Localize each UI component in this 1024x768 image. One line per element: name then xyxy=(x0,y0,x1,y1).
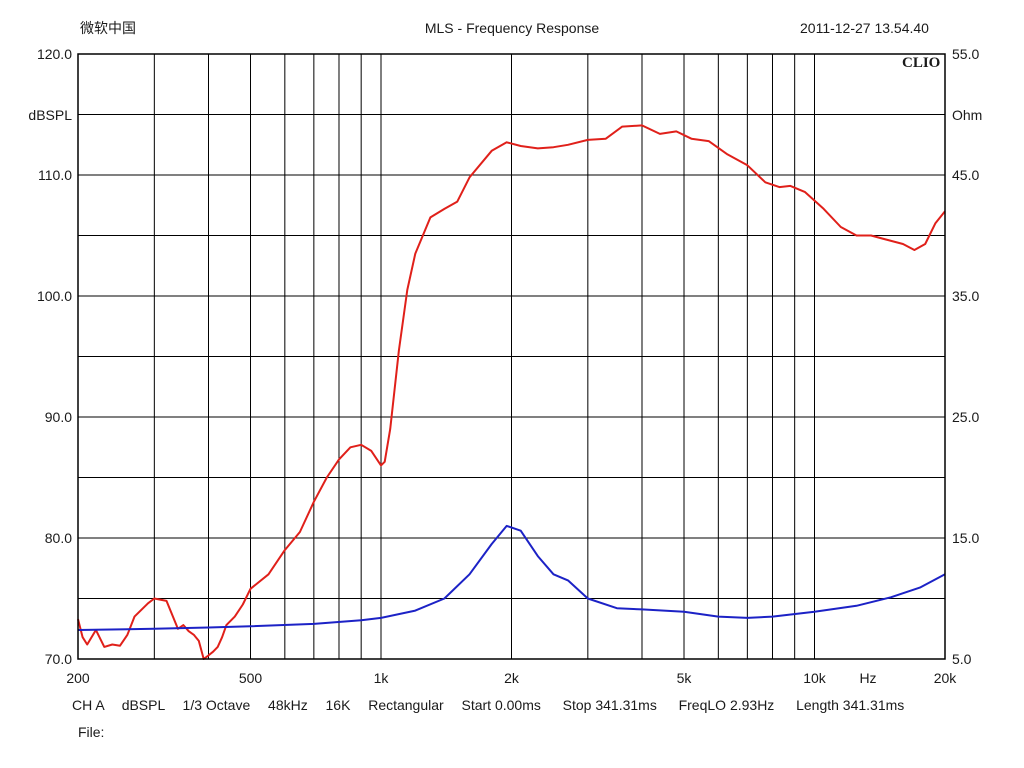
y-left-tick-label: 110.0 xyxy=(38,167,72,183)
x-tick-label: 20k xyxy=(933,670,957,686)
timestamp: 2011-12-27 13.54.40 xyxy=(800,20,929,36)
grid-lines xyxy=(78,54,945,659)
y-left-tick-label: 120.0 xyxy=(36,46,72,62)
x-unit-label: Hz xyxy=(859,670,877,686)
y-right-tick-label: 45.0 xyxy=(952,167,980,183)
x-tick-label: 5k xyxy=(676,670,692,686)
y-left-axis-label: dBSPL xyxy=(28,106,72,123)
brand-logo: CLIO xyxy=(902,55,941,71)
series-lines xyxy=(77,124,946,660)
footer-sample-rate: 48kHz xyxy=(268,697,308,713)
x-tick-label: 500 xyxy=(238,670,263,686)
y-left-tick-label: 100.0 xyxy=(36,288,72,304)
y-left-tick-label: 80.0 xyxy=(44,530,72,546)
footer-freqlo: FreqLO 2.93Hz xyxy=(678,697,775,713)
footer-stop: Stop 341.31ms xyxy=(562,697,657,713)
impedance-line xyxy=(77,524,946,631)
header-left-text: 微软中国 xyxy=(80,20,136,36)
y-left-tick-label: 90.0 xyxy=(44,409,72,425)
y-right-tick-label: 35.0 xyxy=(952,288,980,304)
x-tick-label: 2k xyxy=(504,670,519,686)
footer-channel: CH A xyxy=(72,697,104,713)
y-right-tick-label: 15.0 xyxy=(952,530,980,546)
footer-smoothing: 1/3 Octave xyxy=(182,697,251,713)
x-tick-label: 1k xyxy=(373,670,389,686)
footer-start: Start 0.00ms xyxy=(461,697,541,713)
file-label: File: xyxy=(78,724,105,740)
footer-length: Length 341.31ms xyxy=(796,697,905,713)
footer-window: Rectangular xyxy=(368,697,444,713)
x-tick-label: 10k xyxy=(803,670,826,686)
footer-size: 16K xyxy=(325,697,351,713)
plot-frame xyxy=(77,53,946,660)
y-left-tick-label: 70.0 xyxy=(44,651,72,667)
y-right-tick-label: 25.0 xyxy=(952,409,980,425)
footer-unit: dBSPL xyxy=(121,697,165,713)
chart-title: MLS - Frequency Response xyxy=(424,20,600,36)
footer-info-row: CH A dBSPL 1/3 Octave 48kHz 16K Rectangu… xyxy=(72,697,904,713)
y-right-tick-label: 55.0 xyxy=(952,46,980,62)
y-right-tick-label: 5.0 xyxy=(952,651,972,667)
y-right-axis-label: Ohm xyxy=(952,106,983,123)
x-tick-label: 200 xyxy=(66,670,90,686)
